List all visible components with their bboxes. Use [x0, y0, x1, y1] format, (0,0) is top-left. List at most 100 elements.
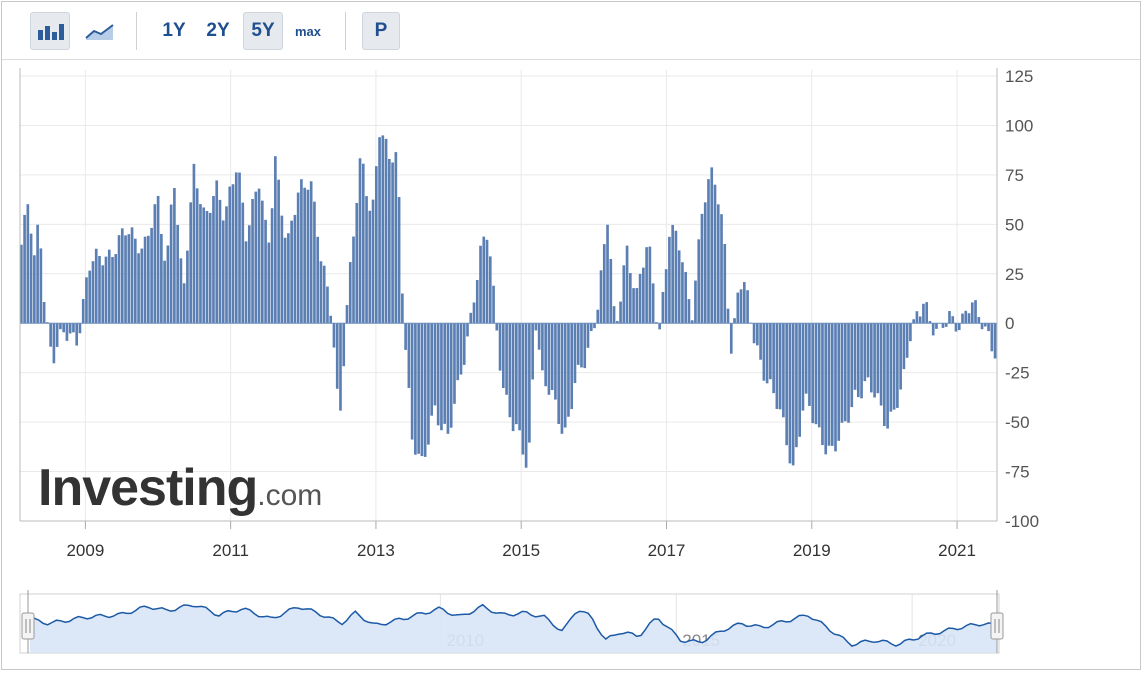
data-bar — [990, 323, 994, 352]
data-bar — [153, 204, 157, 324]
data-bar — [873, 323, 876, 398]
data-bar — [306, 189, 310, 324]
data-bar — [401, 293, 404, 324]
data-bar — [218, 199, 222, 324]
data-bar — [567, 323, 570, 417]
data-bar — [931, 323, 935, 336]
data-bar — [423, 323, 427, 457]
data-bar — [479, 245, 482, 324]
data-bar — [775, 323, 779, 409]
data-bar — [733, 318, 736, 324]
data-bar — [469, 312, 473, 324]
navigator[interactable]: 201020152020 — [19, 590, 1004, 654]
data-bar — [332, 323, 336, 348]
line-chart-button[interactable] — [80, 12, 120, 50]
data-bar — [769, 323, 772, 380]
data-bar — [339, 323, 342, 411]
p-button[interactable]: P — [362, 12, 400, 50]
data-bar — [957, 323, 961, 331]
data-bar — [716, 204, 720, 324]
data-bar — [498, 323, 502, 371]
x-tick-label: 2021 — [938, 541, 976, 560]
range-1y-button[interactable]: 1Y — [155, 12, 193, 50]
data-bar — [762, 323, 766, 381]
data-bar — [814, 323, 818, 425]
data-bar — [912, 319, 915, 324]
data-bar — [742, 282, 746, 324]
data-bar — [433, 323, 437, 406]
data-bar — [378, 137, 381, 324]
data-bar — [687, 299, 691, 324]
data-bar — [918, 316, 922, 324]
data-bar — [348, 262, 352, 324]
data-bar — [114, 254, 118, 324]
x-tick-label: 2013 — [357, 541, 395, 560]
data-bar — [111, 257, 114, 324]
data-bar — [524, 323, 528, 468]
data-bar — [795, 323, 798, 448]
data-bar — [681, 262, 684, 324]
data-bar — [869, 323, 873, 393]
data-bar — [557, 323, 561, 424]
data-bar — [573, 323, 577, 384]
data-bar — [189, 202, 193, 324]
data-bar — [404, 323, 407, 350]
data-bar — [570, 323, 574, 410]
data-bar — [993, 323, 997, 359]
data-bar — [397, 197, 401, 324]
data-bar — [615, 321, 619, 324]
data-bar — [49, 323, 52, 347]
data-bar — [531, 323, 534, 380]
data-bar — [834, 323, 837, 452]
y-tick-label: -25 — [1005, 364, 1030, 383]
navigator-right-handle[interactable] — [990, 590, 1004, 653]
y-tick-label: -75 — [1005, 463, 1030, 482]
data-bar — [414, 323, 417, 455]
handle-grip — [21, 612, 35, 640]
data-bar — [583, 323, 587, 369]
range-max-button[interactable]: max — [288, 12, 328, 50]
data-bar — [528, 323, 531, 443]
data-bar — [46, 322, 49, 324]
data-bar — [886, 323, 889, 429]
data-bar — [876, 323, 880, 394]
data-bar — [120, 228, 124, 324]
data-bar — [736, 292, 740, 324]
data-bar — [466, 323, 469, 337]
data-bar — [837, 323, 841, 441]
data-bar — [586, 323, 590, 348]
data-bar — [267, 242, 271, 324]
data-bar — [606, 224, 609, 324]
range-5y-button[interactable]: 5Y — [243, 12, 283, 50]
data-bar — [81, 299, 85, 324]
data-bar — [322, 265, 326, 324]
range-2y-button[interactable]: 2Y — [199, 12, 237, 50]
range-max-label: max — [294, 23, 322, 39]
data-bar — [68, 323, 72, 334]
data-bar — [622, 265, 626, 324]
data-bar — [231, 184, 235, 324]
data-bar — [78, 323, 82, 334]
x-tick-label: 2019 — [793, 541, 831, 560]
data-bar — [199, 204, 202, 324]
data-bar — [29, 233, 33, 324]
data-bar — [215, 180, 219, 324]
data-bar — [824, 323, 828, 455]
data-bar — [482, 236, 486, 324]
data-bar — [293, 214, 297, 324]
data-bar — [33, 255, 36, 324]
data-bar — [697, 239, 701, 324]
y-tick-label: -100 — [1005, 512, 1039, 531]
data-bar — [101, 265, 105, 324]
data-bar — [492, 285, 495, 324]
navigator-left-handle[interactable] — [21, 590, 35, 653]
data-bar — [804, 323, 808, 394]
data-bar — [629, 273, 632, 324]
data-bar — [176, 224, 179, 324]
data-bar — [544, 323, 547, 387]
bar-chart-button[interactable] — [30, 12, 70, 50]
data-bar — [948, 311, 951, 324]
data-bar — [550, 323, 554, 391]
data-bar — [39, 248, 43, 324]
data-bar — [661, 291, 665, 324]
